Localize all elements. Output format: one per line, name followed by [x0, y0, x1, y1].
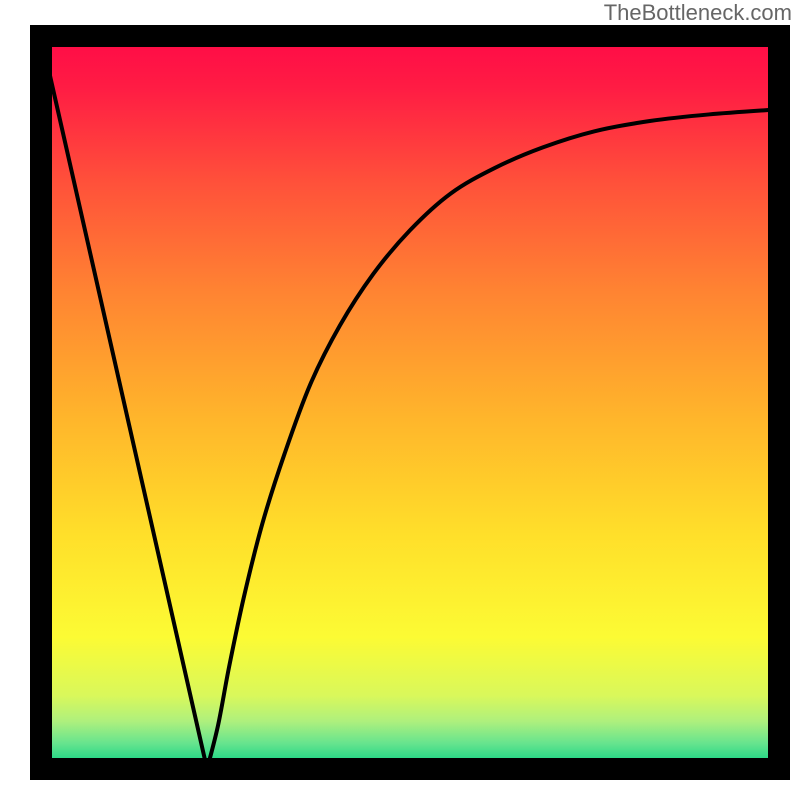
bottleneck-chart — [0, 0, 800, 800]
plot-background-gradient — [41, 36, 779, 769]
chart-container: TheBottleneck.com — [0, 0, 800, 800]
watermark-text: TheBottleneck.com — [604, 0, 792, 26]
